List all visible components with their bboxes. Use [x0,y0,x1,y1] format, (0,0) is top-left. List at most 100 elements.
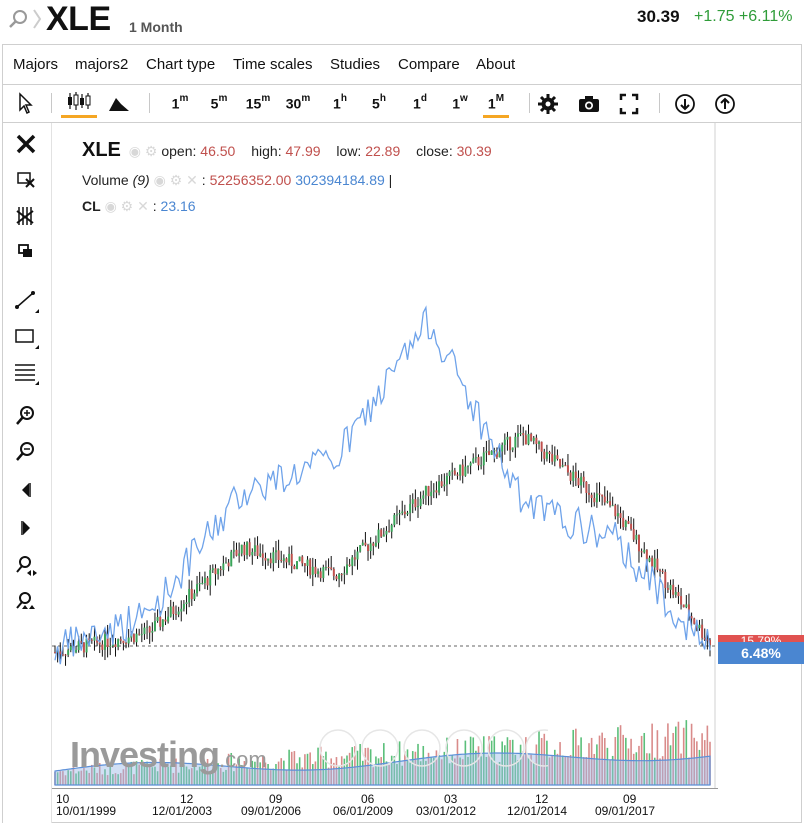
menu-compare[interactable]: Compare [398,56,460,73]
menu-majors[interactable]: Majors [13,56,59,73]
timescale-1w[interactable]: 1w [447,90,473,118]
legend-ohlc-row: XLE ◉ ⚙ open: 46.50 high: 47.99 low: 22.… [82,139,492,162]
timescale-unit: h [379,93,386,104]
volume-bar [638,745,640,785]
volume-bar [283,760,285,785]
candle-body [706,639,709,641]
timescale-5h[interactable]: 5h [366,90,392,118]
volume-bar [372,767,375,785]
candle-body [296,561,299,570]
volume-bar [369,749,372,785]
menu-majors2[interactable]: majors2 [75,56,129,73]
candlestick-icon [68,92,91,110]
timescale-5m[interactable]: 5m [206,90,232,118]
volume-bar [635,752,638,785]
search-icon[interactable] [8,8,30,30]
volume-bar [196,770,198,785]
volume-bar [138,764,140,785]
fullscreen-icon[interactable] [618,90,640,118]
candle-body [353,557,356,560]
candle-body [201,583,204,585]
investing-logo: Investing.com [70,734,267,776]
volume-bar [125,764,127,785]
close-icon[interactable]: ✕ [137,198,149,214]
remove-drawing-icon[interactable] [13,167,39,193]
price-chart[interactable] [52,123,802,823]
close-icon[interactable]: ✕ [186,172,198,188]
zoom-out-icon[interactable] [13,439,39,465]
candle-body [54,652,56,654]
timescale-1d[interactable]: 1d [407,90,433,118]
volume-bar [122,769,125,785]
candle-body [648,557,651,562]
visibility-eye-icon[interactable]: ◉ [128,143,142,159]
volume-bar [277,761,280,785]
timescale-1h[interactable]: 1h [327,90,353,118]
cursor-icon[interactable] [15,90,35,118]
scroll-right-icon[interactable] [13,515,39,541]
candle-body [190,588,193,600]
timescale-15m[interactable]: 15m [243,90,273,118]
chart-area[interactable] [52,123,802,823]
area-chart-icon[interactable] [107,90,131,118]
camera-icon[interactable] [577,90,601,118]
gear-icon[interactable]: ⚙ [169,172,183,188]
volume-bar [101,774,104,785]
fit-vertical-icon[interactable] [13,589,39,615]
volume-bar [472,737,475,785]
clone-icon[interactable] [13,239,39,265]
rectangle-tool-icon[interactable] [13,323,39,349]
horizontal-lines-tool-icon[interactable] [13,359,39,385]
candle-body [572,471,575,481]
candle-body [61,654,64,656]
cl-sep: : [152,198,157,214]
menu-studies[interactable]: Studies [330,56,381,73]
visibility-eye-icon[interactable]: ◉ [153,172,166,188]
fit-horizontal-icon[interactable] [13,553,39,579]
candle-body [637,534,640,552]
volume-bar [193,762,196,785]
candle-body [127,637,130,644]
volume-bar [175,758,177,785]
timescale-1m[interactable]: 1m [167,90,193,118]
candle-body [506,436,509,440]
menu-time-scales[interactable]: Time scales [233,56,313,73]
close-value: 30.39 [456,143,492,159]
menu-about[interactable]: About [476,56,516,73]
download-cloud-icon[interactable] [673,90,697,118]
candlestick-chart-button[interactable] [61,90,97,118]
menu-chart-type[interactable]: Chart type [146,56,216,73]
upload-cloud-icon[interactable] [713,90,737,118]
volume-bar [530,754,532,785]
volume-bar [703,740,706,785]
gear-icon[interactable]: ⚙ [144,143,158,159]
candle-body [101,644,104,650]
volume-bar [519,744,522,785]
settings-gear-icon[interactable] [537,90,559,118]
candle-body [167,616,170,622]
timescale-1M[interactable]: 1M [483,90,509,118]
candle-body [498,451,501,458]
gear-icon[interactable]: ⚙ [120,198,134,214]
candle-body [75,650,78,653]
volume-bar [514,754,517,785]
candle-body [285,558,288,563]
candle-body [235,549,238,556]
volume-bar [143,762,146,785]
remove-studies-icon[interactable] [13,203,39,229]
volume-bar [240,765,243,785]
zoom-in-icon[interactable] [13,403,39,429]
candle-body [335,576,338,580]
trendline-tool-icon[interactable] [13,287,39,313]
visibility-eye-icon[interactable]: ◉ [104,198,117,214]
volume-bar [385,761,388,785]
scroll-left-icon[interactable] [13,477,39,503]
timescale-unit: m [301,93,311,104]
candle-body [322,567,325,579]
volume-bar [356,750,359,785]
volume-bar [577,745,580,785]
close-icon[interactable] [13,131,39,157]
volume-bar [272,768,275,785]
close-label: close: [416,143,453,159]
timescale-30m[interactable]: 30m [283,90,313,118]
